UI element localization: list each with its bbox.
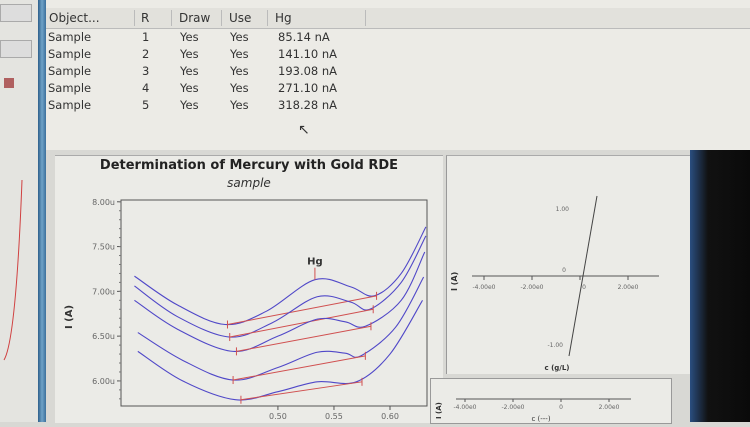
cell-draw: Yes bbox=[180, 64, 199, 78]
cell-object: Sample bbox=[48, 81, 92, 95]
calibration-line bbox=[568, 195, 598, 357]
baseline-3 bbox=[236, 325, 372, 352]
y-axis-label: I (A) bbox=[435, 402, 443, 419]
x-tick-label: 0.55 bbox=[325, 412, 343, 421]
voltammogram-curve-1 bbox=[134, 226, 427, 326]
voltammogram-curve-2 bbox=[134, 235, 427, 338]
col-hg[interactable]: Hg bbox=[272, 10, 366, 26]
y-tick-label: 7.50u bbox=[92, 243, 115, 252]
x-axis-label: c (g/L) bbox=[544, 364, 569, 372]
voltammogram-curve-4 bbox=[137, 276, 425, 381]
x-tick-label: -4.00e0 bbox=[472, 284, 495, 291]
x-tick-label: 0.50 bbox=[269, 412, 287, 421]
chart-title: Determination of Mercury with Gold RDE bbox=[99, 158, 399, 173]
cell-use: Yes bbox=[230, 47, 249, 61]
peak-label: Hg bbox=[307, 257, 323, 268]
cell-hg: 271.10 nA bbox=[278, 81, 338, 95]
color-swatch bbox=[4, 78, 14, 88]
left-mini-curve bbox=[3, 179, 23, 361]
table-row[interactable]: Sample 3 Yes Yes 193.08 nA bbox=[46, 64, 386, 81]
y-tick-label: 8.00u bbox=[92, 198, 115, 207]
y-tick-label: 1.00 bbox=[556, 206, 570, 213]
col-r[interactable]: R bbox=[138, 10, 172, 26]
cell-r: 2 bbox=[142, 47, 150, 61]
cell-r: 1 bbox=[142, 30, 150, 44]
left-panel bbox=[0, 0, 39, 422]
left-panel-box bbox=[0, 4, 32, 22]
x-tick-label: -4.00e0 bbox=[453, 404, 476, 411]
y-tick-label: 0 bbox=[562, 267, 566, 274]
x-axis-label: c (---) bbox=[531, 415, 550, 423]
results-table: Object... R Draw Use Hg Sample 1 Yes Yes 85.… bbox=[46, 0, 750, 150]
baseline-2 bbox=[229, 308, 374, 338]
cell-hg: 141.10 nA bbox=[278, 47, 338, 61]
left-panel-box bbox=[0, 40, 32, 58]
x-tick-label: 0.60 bbox=[381, 412, 399, 421]
x-tick-label: 0 bbox=[582, 284, 586, 291]
x-tick-label: -2.00e0 bbox=[501, 404, 524, 411]
table-row[interactable]: Sample 2 Yes Yes 141.10 nA bbox=[46, 47, 386, 64]
plot-frame bbox=[120, 199, 428, 407]
table-header: Object... R Draw Use Hg bbox=[46, 8, 750, 29]
cell-draw: Yes bbox=[180, 30, 199, 44]
cell-hg: 85.14 nA bbox=[278, 30, 330, 44]
cell-r: 3 bbox=[142, 64, 150, 78]
voltammogram-panel: Determination of Mercury with Gold RDE s… bbox=[55, 155, 443, 423]
x-tick-label: 2.00e0 bbox=[599, 404, 620, 411]
col-draw[interactable]: Draw bbox=[176, 10, 222, 26]
monitor-bezel bbox=[690, 150, 750, 422]
table-row[interactable]: Sample 5 Yes Yes 318.28 nA bbox=[46, 98, 386, 115]
calibration-panel: -4.00e0 -2.00e0 0 2.00e0 1.00 0 -1.00 I (A) c (g… bbox=[446, 155, 693, 374]
voltammogram-curve-3 bbox=[134, 251, 426, 352]
table-row[interactable]: Sample 4 Yes Yes 271.10 nA bbox=[46, 81, 386, 98]
y-tick-label: 7.00u bbox=[92, 287, 115, 296]
cell-draw: Yes bbox=[180, 98, 199, 112]
baseline-1 bbox=[227, 295, 377, 325]
cell-object: Sample bbox=[48, 98, 92, 112]
cell-use: Yes bbox=[230, 64, 249, 78]
left-mini-plot bbox=[3, 179, 23, 361]
cell-r: 4 bbox=[142, 81, 150, 95]
calibration-plot[interactable]: -4.00e0 -2.00e0 0 2.00e0 1.00 0 -1.00 I (A) c (g… bbox=[447, 156, 693, 374]
mouse-cursor-icon: ↖ bbox=[298, 122, 310, 138]
cell-object: Sample bbox=[48, 47, 92, 61]
table-row[interactable]: Sample 1 Yes Yes 85.14 nA bbox=[46, 30, 386, 47]
y-tick-label: -1.00 bbox=[547, 342, 563, 349]
splitter[interactable] bbox=[38, 0, 46, 422]
cell-r: 5 bbox=[142, 98, 150, 112]
cell-use: Yes bbox=[230, 81, 249, 95]
x-tick-label: 0 bbox=[559, 404, 563, 411]
cell-use: Yes bbox=[230, 30, 249, 44]
cell-use: Yes bbox=[230, 98, 249, 112]
cell-hg: 318.28 nA bbox=[278, 98, 338, 112]
y-axis-label: I (A) bbox=[64, 305, 75, 329]
cell-draw: Yes bbox=[180, 47, 199, 61]
cell-draw: Yes bbox=[180, 81, 199, 95]
y-axis-label: I (A) bbox=[450, 272, 459, 291]
y-tick-label: 6.00u bbox=[92, 377, 115, 386]
col-use[interactable]: Use bbox=[226, 10, 268, 26]
voltammogram-curve-5 bbox=[137, 300, 423, 401]
baseline-5 bbox=[240, 381, 363, 401]
cell-object: Sample bbox=[48, 64, 92, 78]
secondary-panel: -4.00e0 -2.00e0 0 2.00e0 I (A) c (---) bbox=[430, 378, 672, 424]
cell-hg: 193.08 nA bbox=[278, 64, 338, 78]
x-tick-label: -2.00e0 bbox=[520, 284, 543, 291]
baseline-4 bbox=[232, 355, 366, 381]
secondary-plot[interactable]: -4.00e0 -2.00e0 0 2.00e0 I (A) c (---) bbox=[431, 379, 671, 423]
chart-subtitle: sample bbox=[227, 176, 271, 190]
cell-object: Sample bbox=[48, 30, 92, 44]
y-tick-label: 6.50u bbox=[92, 332, 115, 341]
x-tick-label: 2.00e0 bbox=[618, 284, 639, 291]
col-object[interactable]: Object... bbox=[46, 10, 135, 26]
voltammogram-plot[interactable]: 8.00u 7.50u 7.00u 6.50u 6.00u 0.50 0.55 0.60 I (… bbox=[55, 156, 443, 423]
